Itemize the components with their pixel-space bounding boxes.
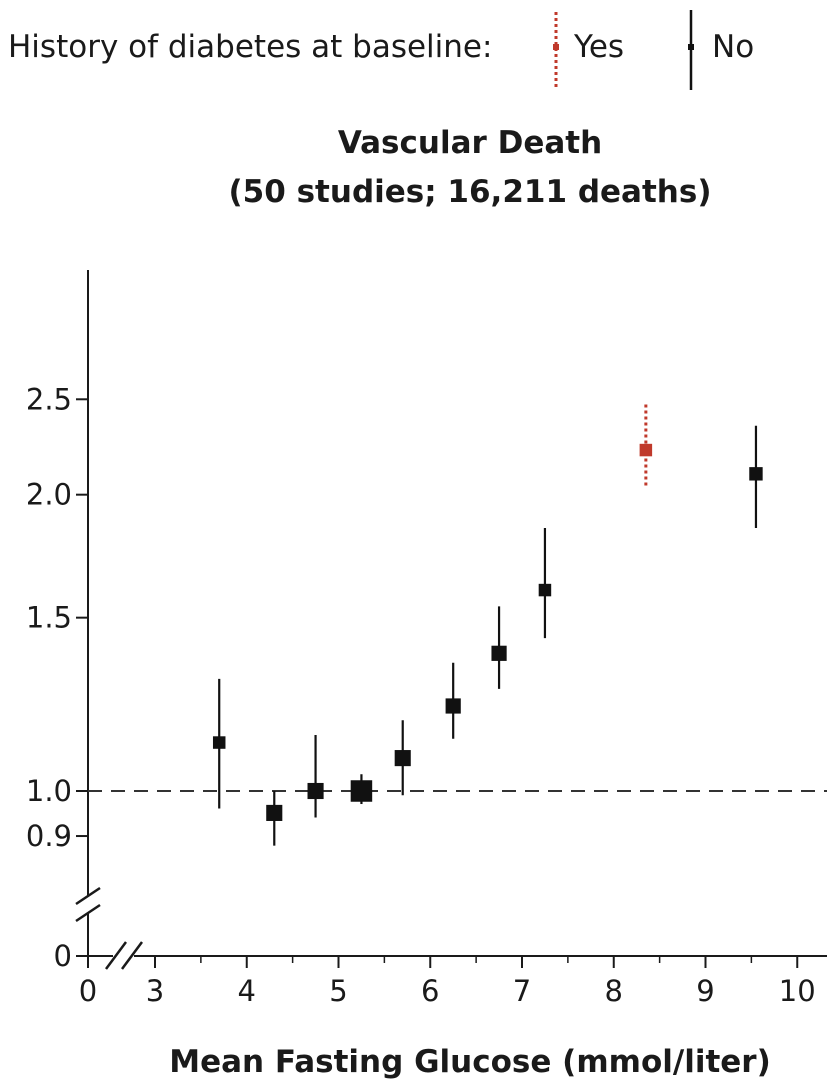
legend-no-marker xyxy=(688,44,694,50)
data-points xyxy=(212,404,763,846)
y-axis xyxy=(75,270,101,956)
x-axis-label: Mean Fasting Glucose (mmol/liter) xyxy=(169,1044,771,1080)
x-ticks: 0 3 4 5 6 7 8 9 10 xyxy=(79,956,816,1008)
point-marker xyxy=(212,736,226,749)
point-marker xyxy=(445,698,461,714)
point-marker xyxy=(266,804,283,821)
x-tick-label: 5 xyxy=(329,974,347,1008)
series-no xyxy=(212,425,763,846)
y-tick-label: 1.0 xyxy=(26,774,72,808)
legend-no-label: No xyxy=(712,29,754,65)
point-marker xyxy=(491,645,507,661)
x-tick-label: 6 xyxy=(421,974,439,1008)
legend-yes-marker xyxy=(553,44,559,50)
x-tick-label: 8 xyxy=(605,974,623,1008)
x-tick-label: 4 xyxy=(238,974,256,1008)
x-axis-break xyxy=(104,941,144,970)
point-marker xyxy=(307,782,324,800)
point-marker xyxy=(394,750,411,767)
point-marker xyxy=(350,780,373,802)
point-marker xyxy=(639,443,653,457)
legend-item-yes: Yes xyxy=(553,12,624,90)
y-tick-label: 2.0 xyxy=(26,478,72,512)
x-tick-label: 0 xyxy=(79,974,97,1008)
legend-yes-label: Yes xyxy=(573,29,624,65)
legend: History of diabetes at baseline: Yes No xyxy=(8,10,754,90)
x-tick-label: 7 xyxy=(513,974,531,1008)
point-marker xyxy=(749,467,763,481)
chart-title: Vascular Death xyxy=(338,125,602,161)
x-tick-label: 3 xyxy=(146,974,164,1008)
series-yes xyxy=(639,404,653,489)
legend-prefix: History of diabetes at baseline: xyxy=(8,29,492,65)
y-tick-label: 0.9 xyxy=(26,819,72,853)
y-tick-label: 1.5 xyxy=(26,601,72,635)
y-ticks: 0 0.9 1.0 1.5 2.0 2.5 xyxy=(26,382,88,973)
point-marker xyxy=(538,583,552,597)
y-tick-label: 0 xyxy=(54,939,72,973)
y-tick-label: 2.5 xyxy=(26,382,72,416)
y-axis-break xyxy=(75,886,101,923)
legend-item-no: No xyxy=(688,10,754,90)
x-tick-label: 9 xyxy=(696,974,714,1008)
chart-subtitle: (50 studies; 16,211 deaths) xyxy=(229,174,712,210)
x-tick-label: 10 xyxy=(779,974,816,1008)
x-axis xyxy=(88,941,827,970)
